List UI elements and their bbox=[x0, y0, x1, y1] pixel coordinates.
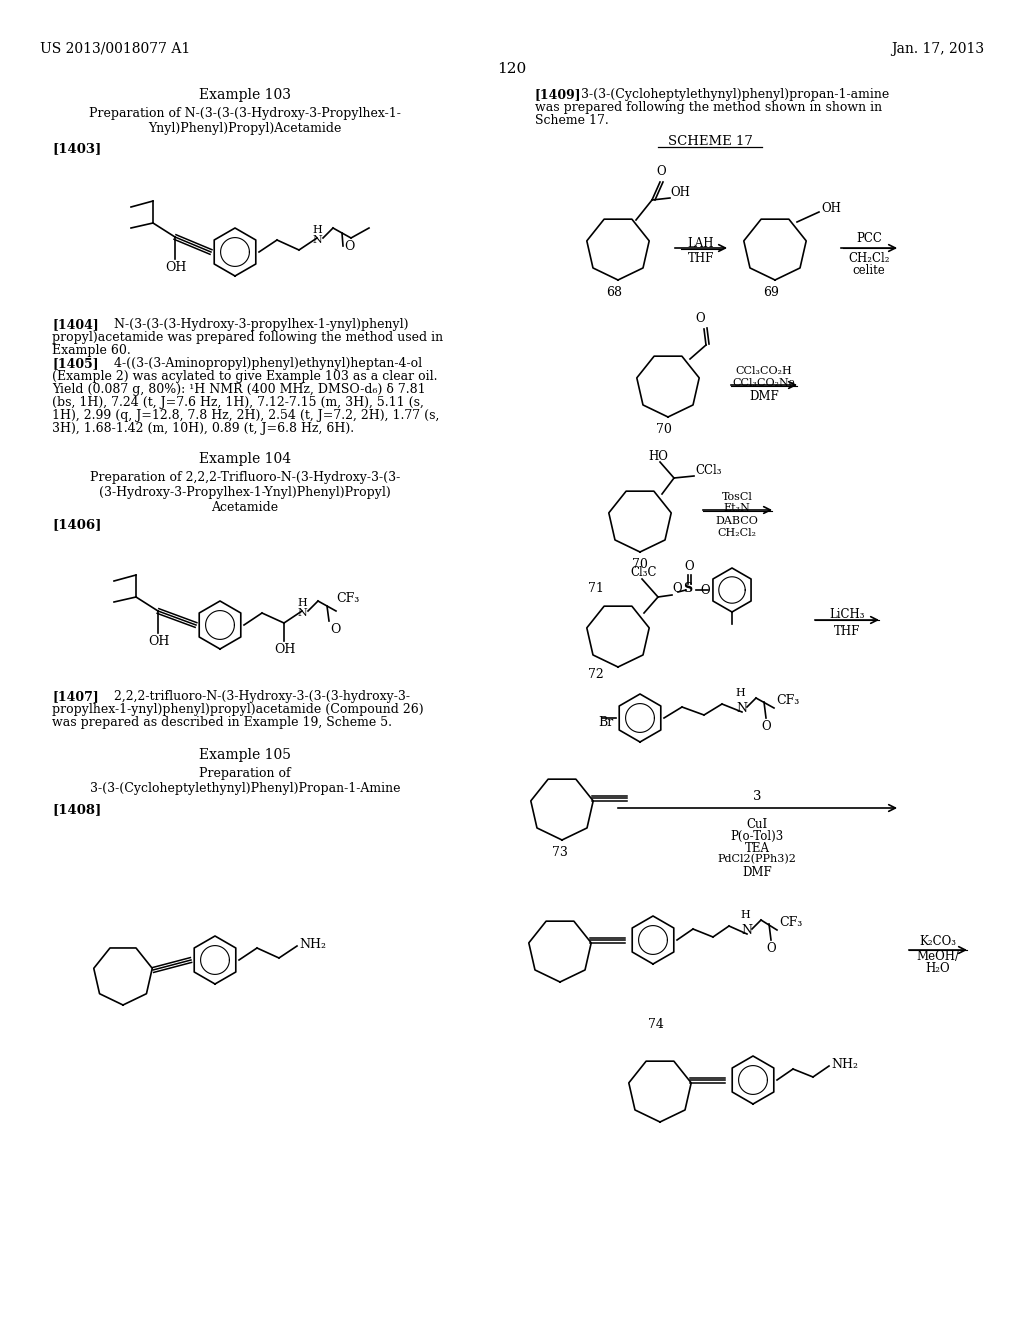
Text: DMF: DMF bbox=[742, 866, 772, 879]
Text: CF₃: CF₃ bbox=[336, 593, 359, 606]
Text: 69: 69 bbox=[763, 286, 779, 300]
Text: OH: OH bbox=[821, 202, 841, 214]
Text: was prepared as described in Example 19, Scheme 5.: was prepared as described in Example 19,… bbox=[52, 715, 392, 729]
Text: Preparation of: Preparation of bbox=[200, 767, 291, 780]
Text: 4-((3-(3-Aminopropyl)phenyl)ethynyl)heptan-4-ol: 4-((3-(3-Aminopropyl)phenyl)ethynyl)hept… bbox=[106, 356, 422, 370]
Text: Yield (0.087 g, 80%): ¹H NMR (400 MHz, DMSO-d₆) δ 7.81: Yield (0.087 g, 80%): ¹H NMR (400 MHz, D… bbox=[52, 383, 426, 396]
Text: H: H bbox=[297, 598, 307, 609]
Text: Example 105: Example 105 bbox=[199, 748, 291, 762]
Text: Ynyl)Phenyl)Propyl)Acetamide: Ynyl)Phenyl)Propyl)Acetamide bbox=[148, 121, 342, 135]
Text: [1407]: [1407] bbox=[52, 690, 98, 704]
Text: PdCl2(PPh3)2: PdCl2(PPh3)2 bbox=[718, 854, 797, 865]
Text: Cl₃C: Cl₃C bbox=[630, 566, 656, 579]
Text: O: O bbox=[330, 623, 340, 636]
Text: propyl)acetamide was prepared following the method used in: propyl)acetamide was prepared following … bbox=[52, 331, 443, 345]
Text: [1403]: [1403] bbox=[52, 143, 101, 154]
Text: N: N bbox=[297, 609, 307, 618]
Text: CF₃: CF₃ bbox=[776, 693, 800, 706]
Text: Acetamide: Acetamide bbox=[211, 502, 279, 513]
Text: O: O bbox=[656, 165, 666, 178]
Text: Example 103: Example 103 bbox=[199, 88, 291, 102]
Text: [1408]: [1408] bbox=[52, 803, 101, 816]
Text: DABCO: DABCO bbox=[716, 516, 759, 525]
Text: O: O bbox=[344, 239, 354, 252]
Text: N-(3-(3-(3-Hydroxy-3-propylhex-1-ynyl)phenyl): N-(3-(3-(3-Hydroxy-3-propylhex-1-ynyl)ph… bbox=[106, 318, 409, 331]
Text: CCl₃: CCl₃ bbox=[695, 463, 722, 477]
Text: K₂CO₃: K₂CO₃ bbox=[920, 935, 956, 948]
Text: O: O bbox=[766, 942, 776, 954]
Text: 120: 120 bbox=[498, 62, 526, 77]
Text: N: N bbox=[741, 924, 753, 936]
Text: N: N bbox=[312, 235, 322, 246]
Text: 70: 70 bbox=[656, 422, 672, 436]
Text: CCl₃CO₂H: CCl₃CO₂H bbox=[735, 366, 793, 376]
Text: 3-(3-(Cycloheptylethynyl)Phenyl)Propan-1-Amine: 3-(3-(Cycloheptylethynyl)Phenyl)Propan-1… bbox=[90, 781, 400, 795]
Text: (bs, 1H), 7.24 (t, J=7.6 Hz, 1H), 7.12-7.15 (m, 3H), 5.11 (s,: (bs, 1H), 7.24 (t, J=7.6 Hz, 1H), 7.12-7… bbox=[52, 396, 424, 409]
Text: Scheme 17.: Scheme 17. bbox=[535, 114, 608, 127]
Text: Br: Br bbox=[598, 715, 613, 729]
Text: Example 60.: Example 60. bbox=[52, 345, 131, 356]
Text: Preparation of N-(3-(3-(3-Hydroxy-3-Propylhex-1-: Preparation of N-(3-(3-(3-Hydroxy-3-Prop… bbox=[89, 107, 401, 120]
Text: O: O bbox=[700, 585, 710, 598]
Text: O: O bbox=[672, 582, 682, 595]
Text: 3-(3-(Cycloheptylethynyl)phenyl)propan-1-amine: 3-(3-(Cycloheptylethynyl)phenyl)propan-1… bbox=[573, 88, 889, 102]
Text: 2,2,2-trifluoro-N-(3-Hydroxy-3-(3-(3-hydroxy-3-: 2,2,2-trifluoro-N-(3-Hydroxy-3-(3-(3-hyd… bbox=[106, 690, 410, 704]
Text: Preparation of 2,2,2-Trifluoro-N-(3-Hydroxy-3-(3-: Preparation of 2,2,2-Trifluoro-N-(3-Hydr… bbox=[90, 471, 400, 484]
Text: H₂O: H₂O bbox=[926, 962, 950, 975]
Text: H: H bbox=[312, 224, 322, 235]
Text: 68: 68 bbox=[606, 286, 622, 300]
Text: [1405]: [1405] bbox=[52, 356, 98, 370]
Text: DMF: DMF bbox=[750, 389, 779, 403]
Text: CH₂Cl₂: CH₂Cl₂ bbox=[718, 528, 757, 539]
Text: OH: OH bbox=[274, 643, 295, 656]
Text: O: O bbox=[684, 560, 694, 573]
Text: O: O bbox=[761, 719, 771, 733]
Text: SCHEME 17: SCHEME 17 bbox=[668, 135, 753, 148]
Text: CuI: CuI bbox=[746, 818, 768, 832]
Text: Example 104: Example 104 bbox=[199, 451, 291, 466]
Text: 71: 71 bbox=[588, 582, 604, 595]
Text: OH: OH bbox=[670, 186, 690, 198]
Text: Et₃N: Et₃N bbox=[724, 503, 751, 513]
Text: NH₂: NH₂ bbox=[831, 1057, 858, 1071]
Text: Jan. 17, 2013: Jan. 17, 2013 bbox=[891, 42, 984, 55]
Text: celite: celite bbox=[853, 264, 886, 277]
Text: was prepared following the method shown in shown in: was prepared following the method shown … bbox=[535, 102, 882, 114]
Text: THF: THF bbox=[834, 624, 860, 638]
Text: S: S bbox=[683, 582, 692, 595]
Text: TEA: TEA bbox=[744, 842, 769, 855]
Text: TosCl: TosCl bbox=[722, 492, 753, 502]
Text: O: O bbox=[695, 312, 705, 325]
Text: H: H bbox=[740, 909, 750, 920]
Text: THF: THF bbox=[688, 252, 714, 265]
Text: (3-Hydroxy-3-Propylhex-1-Ynyl)Phenyl)Propyl): (3-Hydroxy-3-Propylhex-1-Ynyl)Phenyl)Pro… bbox=[99, 486, 391, 499]
Text: 72: 72 bbox=[588, 668, 604, 681]
Text: 70: 70 bbox=[632, 558, 648, 572]
Text: NH₂: NH₂ bbox=[299, 937, 326, 950]
Text: H: H bbox=[735, 688, 744, 698]
Text: 1H), 2.99 (q, J=12.8, 7.8 Hz, 2H), 2.54 (t, J=7.2, 2H), 1.77 (s,: 1H), 2.99 (q, J=12.8, 7.8 Hz, 2H), 2.54 … bbox=[52, 409, 439, 422]
Text: PCC: PCC bbox=[856, 232, 882, 246]
Text: 3H), 1.68-1.42 (m, 10H), 0.89 (t, J=6.8 Hz, 6H).: 3H), 1.68-1.42 (m, 10H), 0.89 (t, J=6.8 … bbox=[52, 422, 354, 436]
Text: US 2013/0018077 A1: US 2013/0018077 A1 bbox=[40, 42, 190, 55]
Text: CH₂Cl₂: CH₂Cl₂ bbox=[848, 252, 890, 265]
Text: [1404]: [1404] bbox=[52, 318, 98, 331]
Text: MeOH/: MeOH/ bbox=[916, 950, 959, 964]
Text: OH: OH bbox=[165, 261, 186, 275]
Text: HO: HO bbox=[648, 450, 668, 462]
Text: 74: 74 bbox=[648, 1018, 664, 1031]
Text: LiCH₃: LiCH₃ bbox=[829, 609, 864, 620]
Text: P(o-Tol)3: P(o-Tol)3 bbox=[730, 830, 783, 843]
Text: propylhex-1-ynyl)phenyl)propyl)acetamide (Compound 26): propylhex-1-ynyl)phenyl)propyl)acetamide… bbox=[52, 704, 424, 715]
Text: CCl₃CO₂Na: CCl₃CO₂Na bbox=[732, 378, 796, 388]
Text: [1406]: [1406] bbox=[52, 517, 101, 531]
Text: 73: 73 bbox=[552, 846, 568, 859]
Text: LAH: LAH bbox=[688, 238, 715, 249]
Text: (Example 2) was acylated to give Example 103 as a clear oil.: (Example 2) was acylated to give Example… bbox=[52, 370, 437, 383]
Text: OH: OH bbox=[148, 635, 169, 648]
Text: 3: 3 bbox=[753, 789, 761, 803]
Text: CF₃: CF₃ bbox=[779, 916, 802, 928]
Text: [1409]: [1409] bbox=[535, 88, 582, 102]
Text: N: N bbox=[736, 701, 748, 714]
